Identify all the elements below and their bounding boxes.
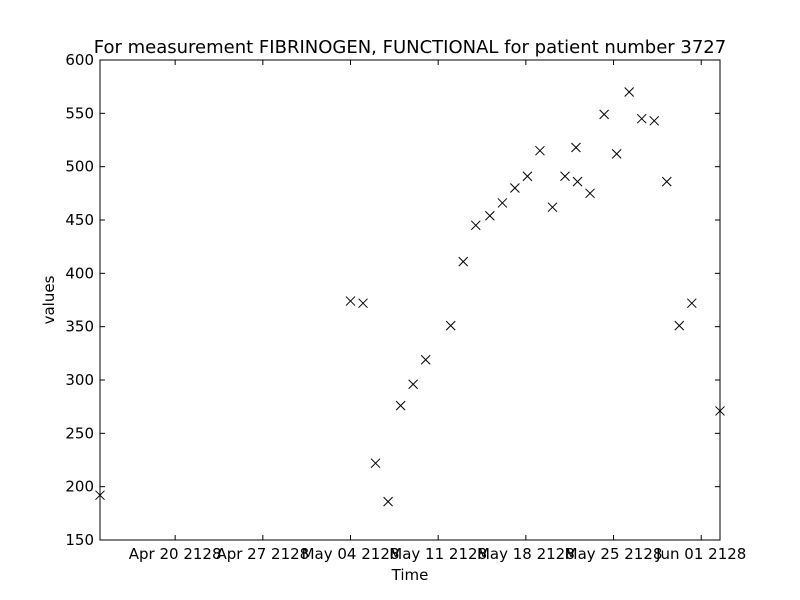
y-tick-label: 600 — [65, 51, 94, 69]
data-point — [624, 87, 635, 97]
y-tick-label: 250 — [65, 424, 94, 442]
data-point — [458, 256, 469, 267]
data-point — [535, 145, 545, 156]
y-tick-label: 300 — [65, 371, 94, 389]
data-point — [611, 149, 622, 159]
y-tick-label: 550 — [65, 104, 94, 122]
chart-title: For measurement FIBRINOGEN, FUNCTIONAL f… — [94, 37, 726, 58]
x-tick-label: May 11 2128 — [389, 545, 487, 563]
y-tick-label: 400 — [65, 264, 94, 282]
data-point — [560, 171, 570, 182]
data-point — [510, 183, 520, 193]
y-tick-label: 500 — [65, 158, 94, 176]
y-tick-label: 450 — [65, 211, 94, 229]
data-point — [585, 188, 595, 199]
x-tick-label: May 18 2128 — [477, 545, 575, 563]
x-axis-label: Time — [391, 566, 429, 584]
data-point — [571, 142, 581, 153]
x-tick-label: Jun 01 2128 — [655, 545, 746, 563]
x-tick-label: Apr 27 2128 — [216, 545, 309, 563]
y-tick-label: 200 — [65, 478, 94, 496]
data-point — [345, 296, 356, 306]
data-point — [661, 176, 672, 187]
data-point — [572, 176, 583, 187]
data-point — [686, 298, 697, 309]
plot-area — [100, 60, 720, 540]
y-axis-label: values — [40, 275, 58, 324]
data-point — [420, 354, 431, 365]
data-point — [547, 202, 558, 213]
plot-frame — [99, 59, 721, 541]
y-tick-label: 350 — [65, 318, 94, 336]
data-point — [636, 113, 647, 124]
data-point — [370, 458, 381, 469]
data-point — [649, 115, 660, 126]
data-point — [470, 220, 481, 231]
data-point — [445, 320, 456, 331]
x-tick-label: May 25 2128 — [565, 545, 663, 563]
data-point — [358, 298, 368, 309]
data-point — [395, 400, 406, 411]
ticks-layer: 150 200 250 300 350 400 450 500 550 600 Apr 20 212… — [65, 51, 746, 563]
y-tick-label: 150 — [65, 531, 94, 549]
x-tick-label: May 04 2128 — [302, 545, 400, 563]
data-point — [522, 171, 533, 182]
data-point — [383, 496, 393, 507]
data-point — [497, 198, 508, 208]
data-point — [484, 210, 495, 221]
data-point — [674, 320, 685, 331]
data-point — [599, 109, 609, 120]
x-tick-label: Apr 20 2128 — [129, 545, 222, 563]
data-point — [408, 379, 418, 390]
points-layer — [95, 87, 725, 507]
